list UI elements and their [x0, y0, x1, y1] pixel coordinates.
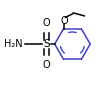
- Text: O: O: [43, 60, 51, 70]
- Text: O: O: [43, 18, 51, 28]
- Text: H₂N: H₂N: [4, 39, 23, 49]
- Text: S: S: [43, 39, 50, 49]
- Text: O: O: [61, 16, 68, 26]
